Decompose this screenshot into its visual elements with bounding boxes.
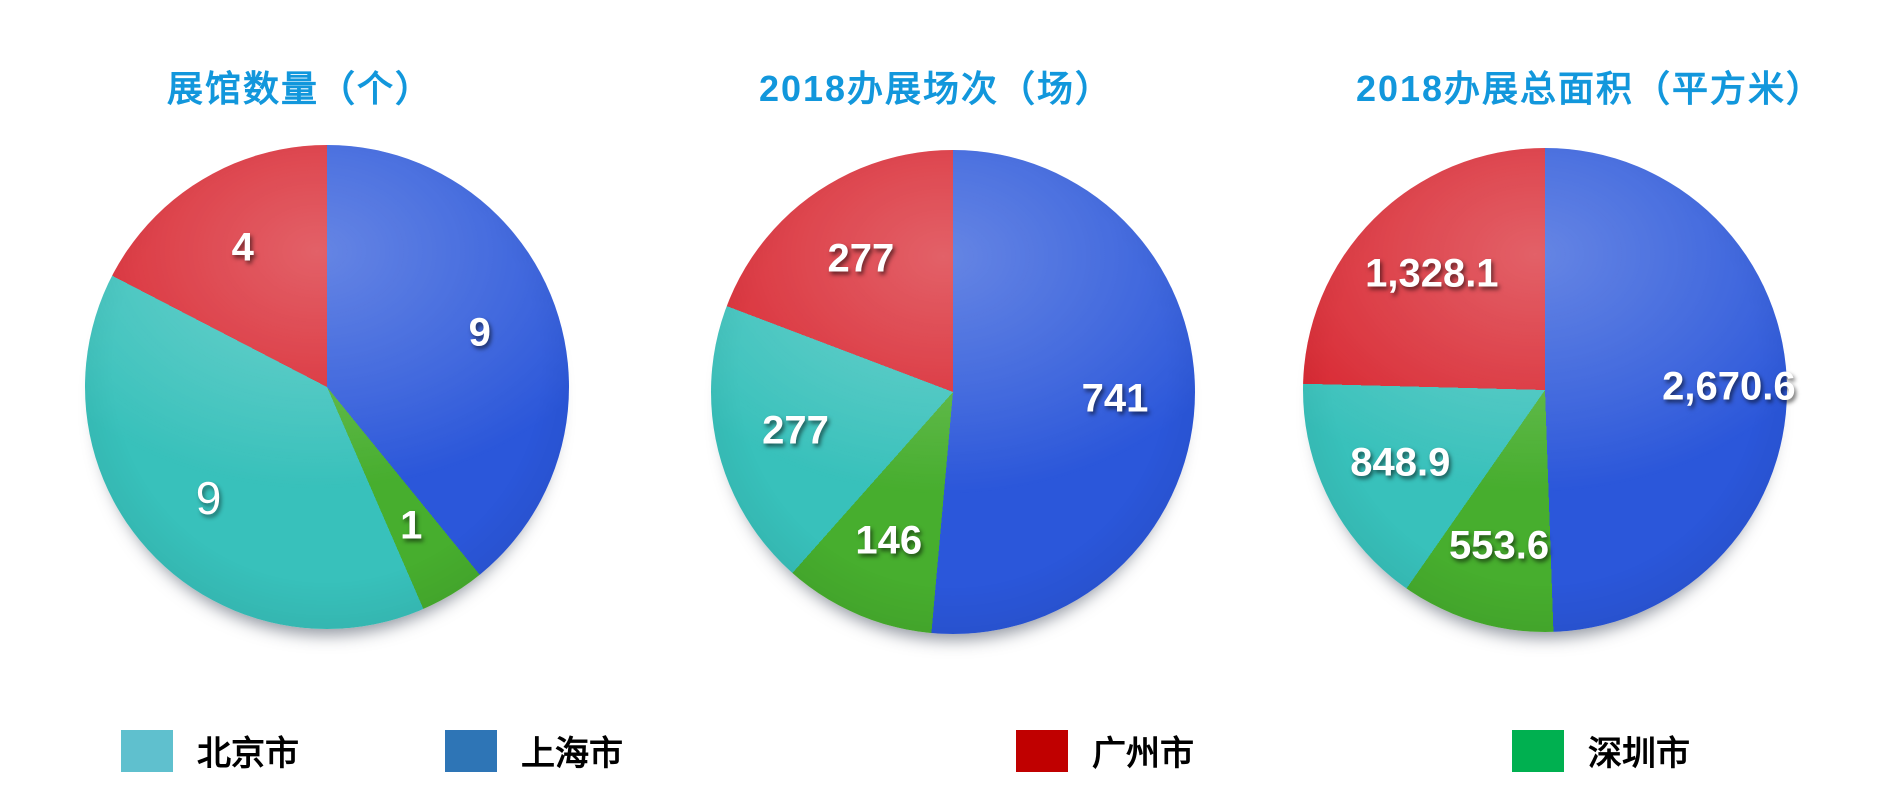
pie-slice-label: 4 (231, 225, 254, 270)
pie-slice-label: 1,328.1 (1365, 251, 1499, 296)
pie-slice-label: 9 (468, 310, 491, 355)
legend-swatch-beijing (121, 729, 173, 772)
legend-label-shenzhen: 深圳市 (1588, 735, 1690, 773)
legend-swatch-guangzhou (1016, 729, 1068, 772)
legend-item-shenzhen: 深圳市 (1512, 726, 1690, 775)
pie-slice-label: 9 (195, 471, 222, 524)
pie-slice-label: 277 (827, 236, 895, 281)
pie-slice-label: 553.6 (1449, 523, 1550, 567)
legend-label-guangzhou: 广州市 (1092, 735, 1194, 773)
pie-slice-label: 741 (1081, 376, 1149, 421)
pie-gloss-overlay (85, 145, 569, 629)
pie-slice-label: 2,670.6 (1662, 364, 1796, 409)
pie-slice-label: 1 (400, 503, 423, 548)
pie-slice-label: 848.9 (1350, 440, 1451, 485)
legend-swatch-shanghai (445, 729, 497, 772)
legend-swatch-shenzhen (1512, 729, 1564, 772)
legend-item-guangzhou: 广州市 (1016, 726, 1194, 775)
legend-label-beijing: 北京市 (197, 735, 299, 773)
chart-title-exhibition-halls: 展馆数量（个） (166, 68, 433, 109)
pie-chart-exhibition-sessions-2018: 741 146 277 277 (711, 150, 1195, 634)
legend-label-shanghai: 上海市 (521, 735, 623, 773)
pie-chart-exhibition-halls: 9 1 9 4 (85, 145, 569, 629)
legend-item-shanghai: 上海市 (445, 726, 623, 775)
chart-title-exhibition-sessions-2018: 2018办展场次（场） (758, 68, 1114, 109)
pie-slice-label: 146 (855, 518, 923, 563)
legend-item-beijing: 北京市 (121, 726, 299, 775)
pie-chart-exhibition-area-2018: 2,670.6 553.6 848.9 1,328.1 (1303, 148, 1796, 632)
chart-title-exhibition-area-2018: 2018办展总面积（平方米） (1355, 68, 1825, 109)
pie-slice-label: 277 (762, 408, 829, 453)
